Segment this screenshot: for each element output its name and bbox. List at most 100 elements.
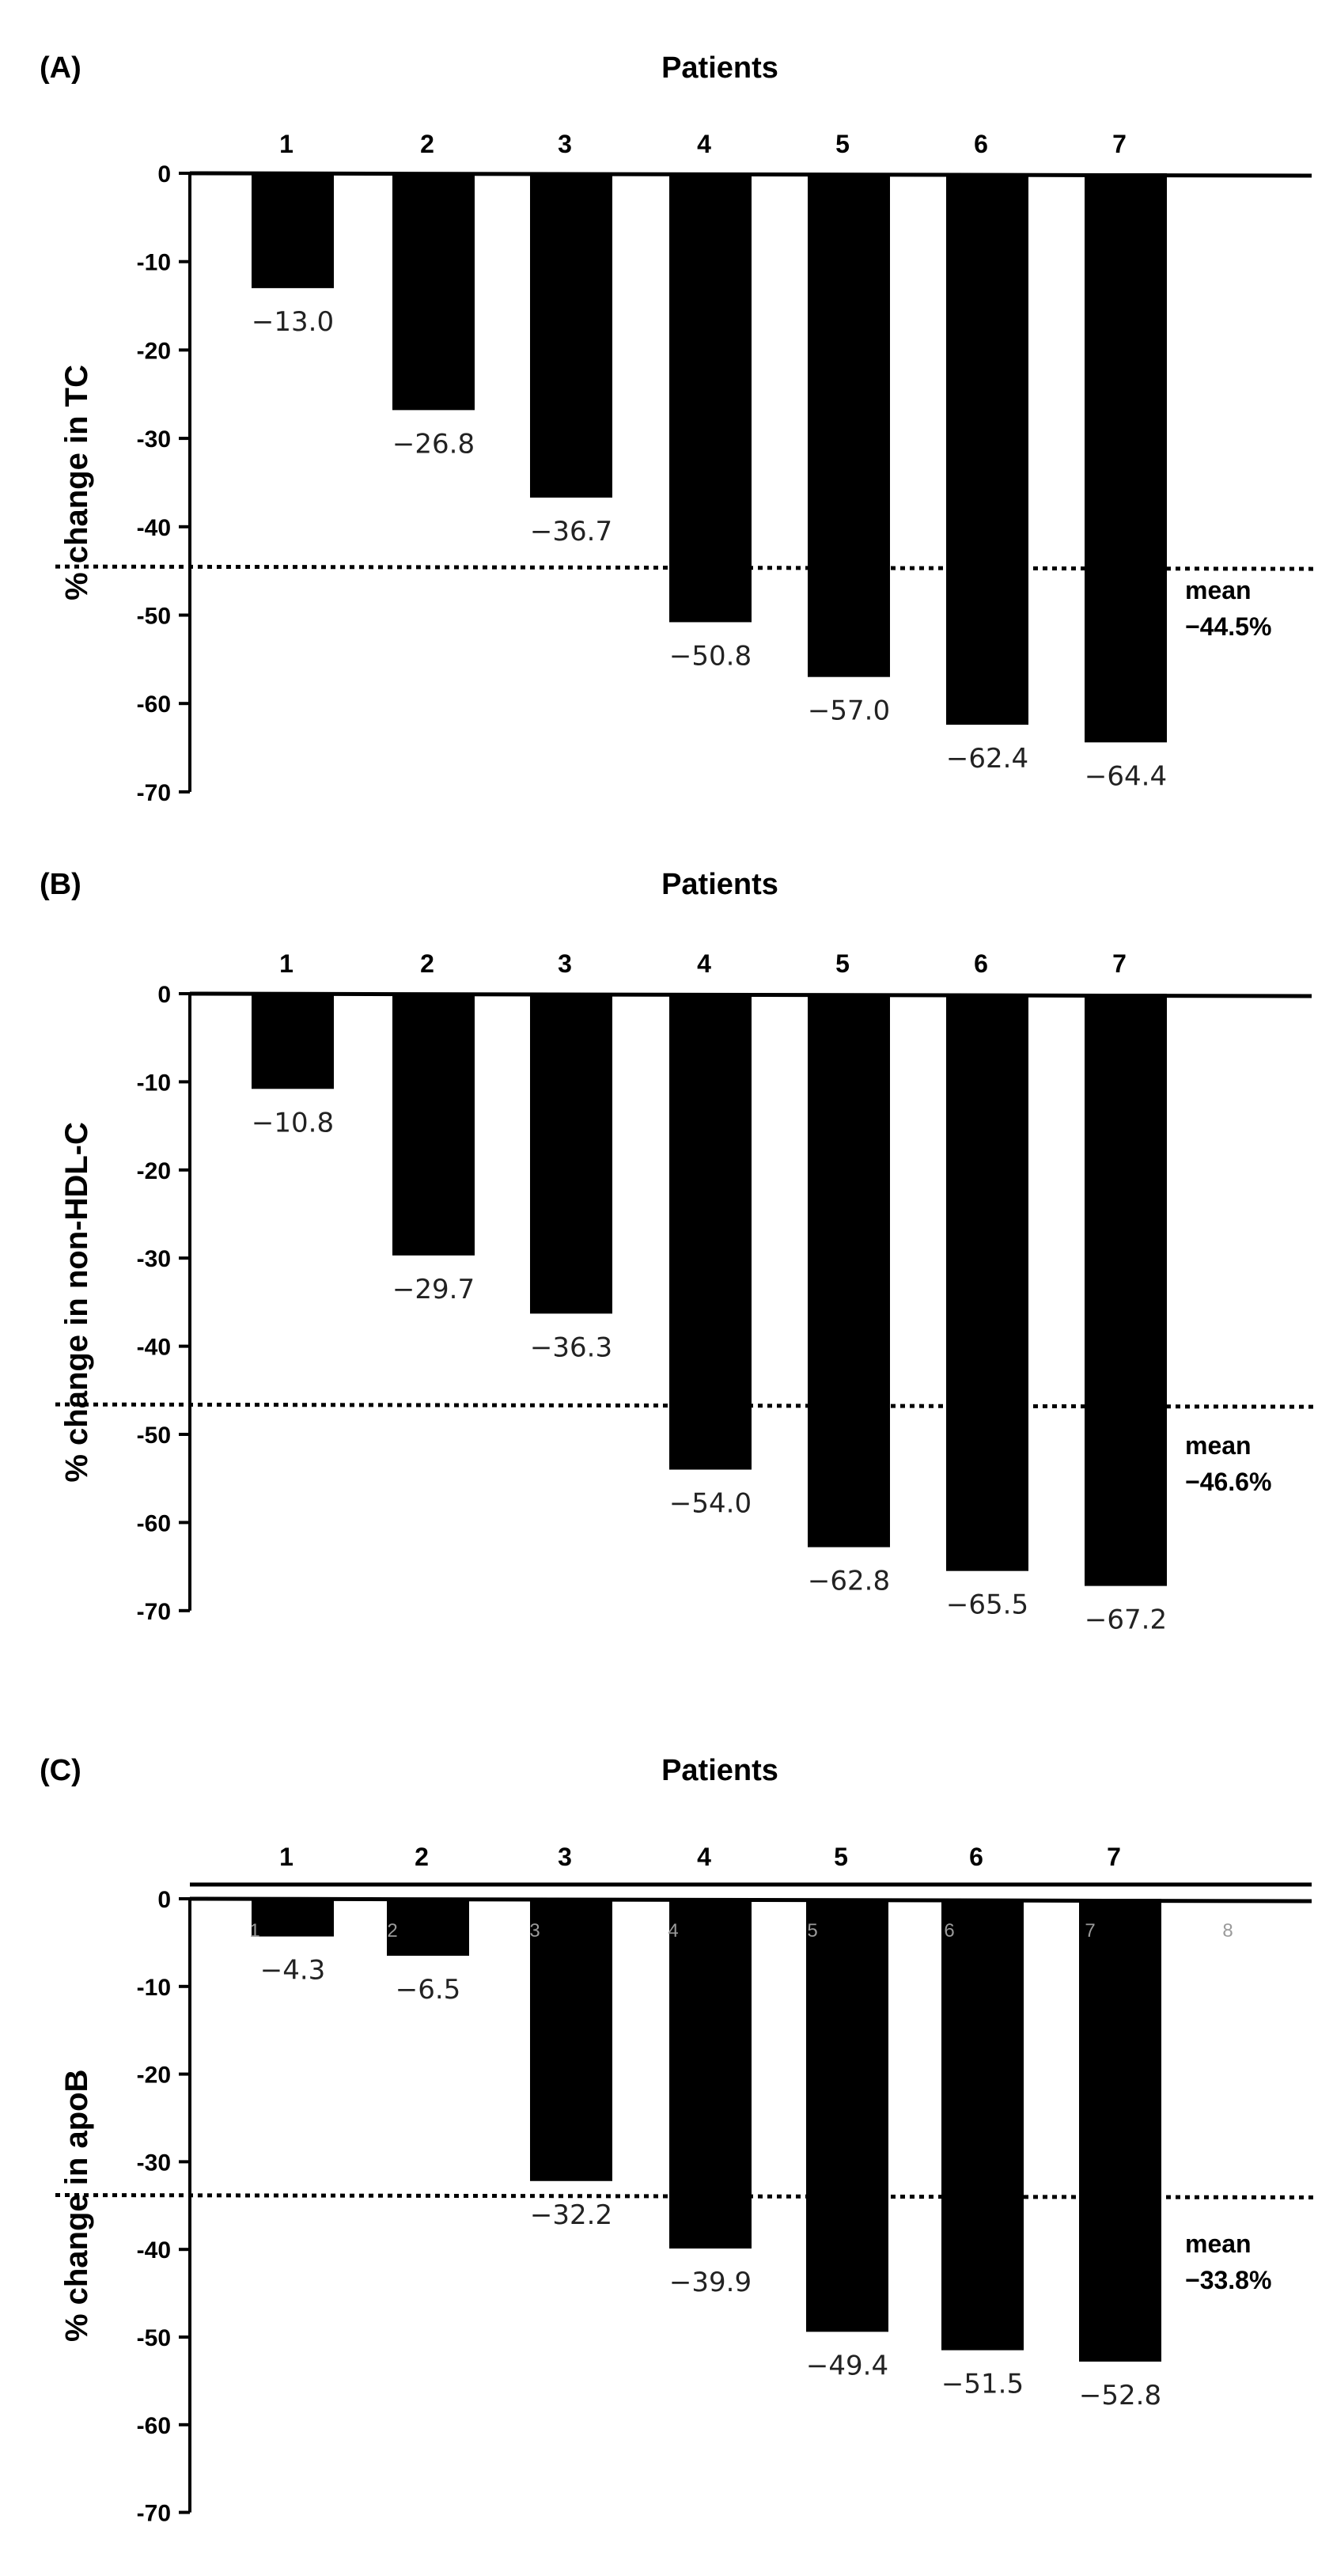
mean-label: mean [1185,2229,1252,2258]
y-tick-label: -20 [137,338,171,364]
data-label: −62.8 [808,1566,890,1597]
y-tick-label: 0 [157,982,171,1008]
x-axis-line [189,171,1312,178]
y-tick-label: -70 [137,1599,171,1625]
y-tick-label: -70 [137,2501,171,2527]
mean-label: mean [1185,1431,1252,1460]
category-label: 7 [1112,130,1127,158]
y-tick-label: -40 [137,1335,171,1361]
category-label: 3 [558,1843,572,1871]
y-tick-label: -10 [137,1070,171,1096]
category-label: 4 [697,949,711,978]
data-label: −39.9 [669,2267,752,2298]
category-label: 5 [835,949,850,978]
y-tick-label: -20 [137,1158,171,1184]
category-label: 4 [697,130,711,158]
faint-patient-label: 6 [944,1920,954,1941]
bar [669,994,752,1470]
bar [252,173,334,289]
data-label: −4.3 [260,1955,326,1987]
mean-label: mean [1185,576,1252,604]
bar [252,1899,334,1937]
y-tick-label: -60 [137,2413,171,2439]
bar [946,994,1028,1571]
chart-title: Patients [661,51,778,85]
panel-label: (B) [40,868,81,901]
bar [669,1899,752,2249]
data-label: −64.4 [1085,760,1167,792]
category-label: 7 [1112,949,1127,978]
category-label: 3 [558,949,572,978]
x-axis-line [189,991,1312,998]
category-label: 4 [697,1843,711,1871]
y-tick-label: -50 [137,2325,171,2351]
y-tick-label: -40 [137,515,171,541]
category-label: 7 [1107,1843,1121,1871]
y-tick-label: -20 [137,2063,171,2089]
bar [530,1899,612,2181]
y-tick-label: -30 [137,1246,171,1272]
category-label: 6 [974,130,988,158]
bar [392,994,475,1256]
data-label: −51.5 [941,2369,1024,2400]
bar [1085,994,1167,1586]
y-tick-label: -50 [137,604,171,630]
y-tick-label: -30 [137,2150,171,2176]
y-tick-label: -40 [137,2237,171,2263]
bar [530,173,612,498]
data-label: −65.5 [946,1589,1028,1621]
y-tick-label: -60 [137,691,171,718]
category-label: 5 [834,1843,848,1871]
bar [808,173,890,677]
bar [387,1899,469,1957]
y-tick-label: -30 [137,426,171,453]
faint-patient-label: 3 [529,1920,540,1941]
data-label: −10.8 [252,1107,334,1138]
data-label: −50.8 [669,640,752,672]
chart-title: Patients [661,1754,778,1787]
mean-line [55,1402,1314,1409]
data-label: −13.0 [252,306,334,338]
panel-label: (C) [40,1754,81,1787]
data-label: −49.4 [806,2350,888,2381]
category-label: 2 [415,1843,429,1871]
y-tick-label: 0 [157,1887,171,1913]
bar [941,1899,1024,2351]
y-axis-label: % change in TC [59,365,94,600]
bar [1079,1899,1161,2362]
y-axis-label: % change in apoB [59,2070,94,2343]
data-label: −36.7 [530,516,612,547]
y-tick-label: -60 [137,1510,171,1536]
bar [808,994,890,1547]
chart-title: Patients [661,868,778,901]
y-tick-label: -10 [137,1975,171,2001]
category-label: 6 [974,949,988,978]
category-label: 2 [420,949,434,978]
data-label: −26.8 [392,428,475,460]
data-label: −54.0 [669,1488,752,1520]
category-label: 1 [279,130,293,158]
faint-patient-label: 8 [1222,1920,1233,1941]
y-tick-label: -10 [137,250,171,276]
mean-value: −33.8% [1185,2266,1271,2294]
bar [530,994,612,1314]
bar [392,173,475,411]
bar [806,1899,888,2332]
data-label: −62.4 [946,743,1028,775]
faint-patient-label: 1 [249,1920,259,1941]
panel-label: (A) [40,51,81,85]
category-label: 6 [969,1843,983,1871]
category-label: 5 [835,130,850,158]
bar [1085,173,1167,743]
bar [252,994,334,1089]
bar [669,173,752,623]
faint-patient-label: 4 [668,1920,678,1941]
data-label: −6.5 [396,1974,461,2006]
y-tick-label: 0 [157,161,171,188]
data-label: −29.7 [392,1274,475,1305]
faint-patient-label: 2 [387,1920,397,1941]
mean-line [55,2193,1314,2200]
category-label: 1 [279,949,293,978]
data-label: −32.2 [530,2199,612,2231]
